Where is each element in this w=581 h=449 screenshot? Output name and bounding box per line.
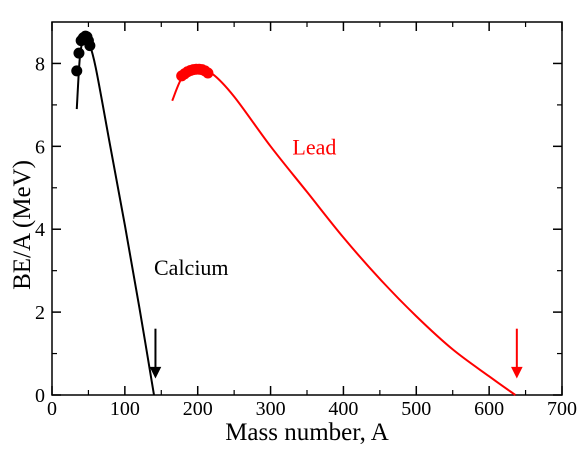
x-tick-label: 600 bbox=[474, 398, 504, 420]
x-tick-label: 500 bbox=[401, 398, 431, 420]
plot-area: 0 100 200 300 400 500 600 700 0 2 4 6 8 Calcium Lead bbox=[35, 21, 577, 420]
y-tick-label: 4 bbox=[35, 219, 45, 241]
calcium-data-point bbox=[71, 65, 83, 77]
lead-label: Lead bbox=[292, 135, 336, 160]
calcium-curve bbox=[75, 35, 155, 396]
x-axis-title: Mass number, A bbox=[225, 419, 389, 446]
x-tick-label: 0 bbox=[47, 398, 57, 420]
y-tick-label: 2 bbox=[35, 302, 45, 324]
calcium-data-point bbox=[84, 40, 96, 52]
calcium-arrow-head bbox=[149, 366, 162, 379]
x-tick-label: 300 bbox=[256, 398, 286, 420]
calcium-label: Calcium bbox=[154, 255, 229, 280]
lead-curve bbox=[171, 68, 516, 396]
x-tick-label: 100 bbox=[110, 398, 140, 420]
calcium-data-point bbox=[73, 47, 85, 59]
x-tick-label: 400 bbox=[328, 398, 358, 420]
y-tick-label: 6 bbox=[35, 136, 45, 158]
y-tick-label: 0 bbox=[35, 385, 45, 407]
lead-arrow-head bbox=[511, 366, 523, 379]
y-axis-title: BE/A (MeV) bbox=[9, 160, 36, 290]
plot-frame bbox=[51, 21, 563, 396]
lead-data-point bbox=[202, 67, 214, 79]
x-tick-label: 200 bbox=[183, 398, 213, 420]
x-tick-label: 700 bbox=[547, 398, 577, 420]
y-tick-label: 8 bbox=[35, 53, 45, 75]
